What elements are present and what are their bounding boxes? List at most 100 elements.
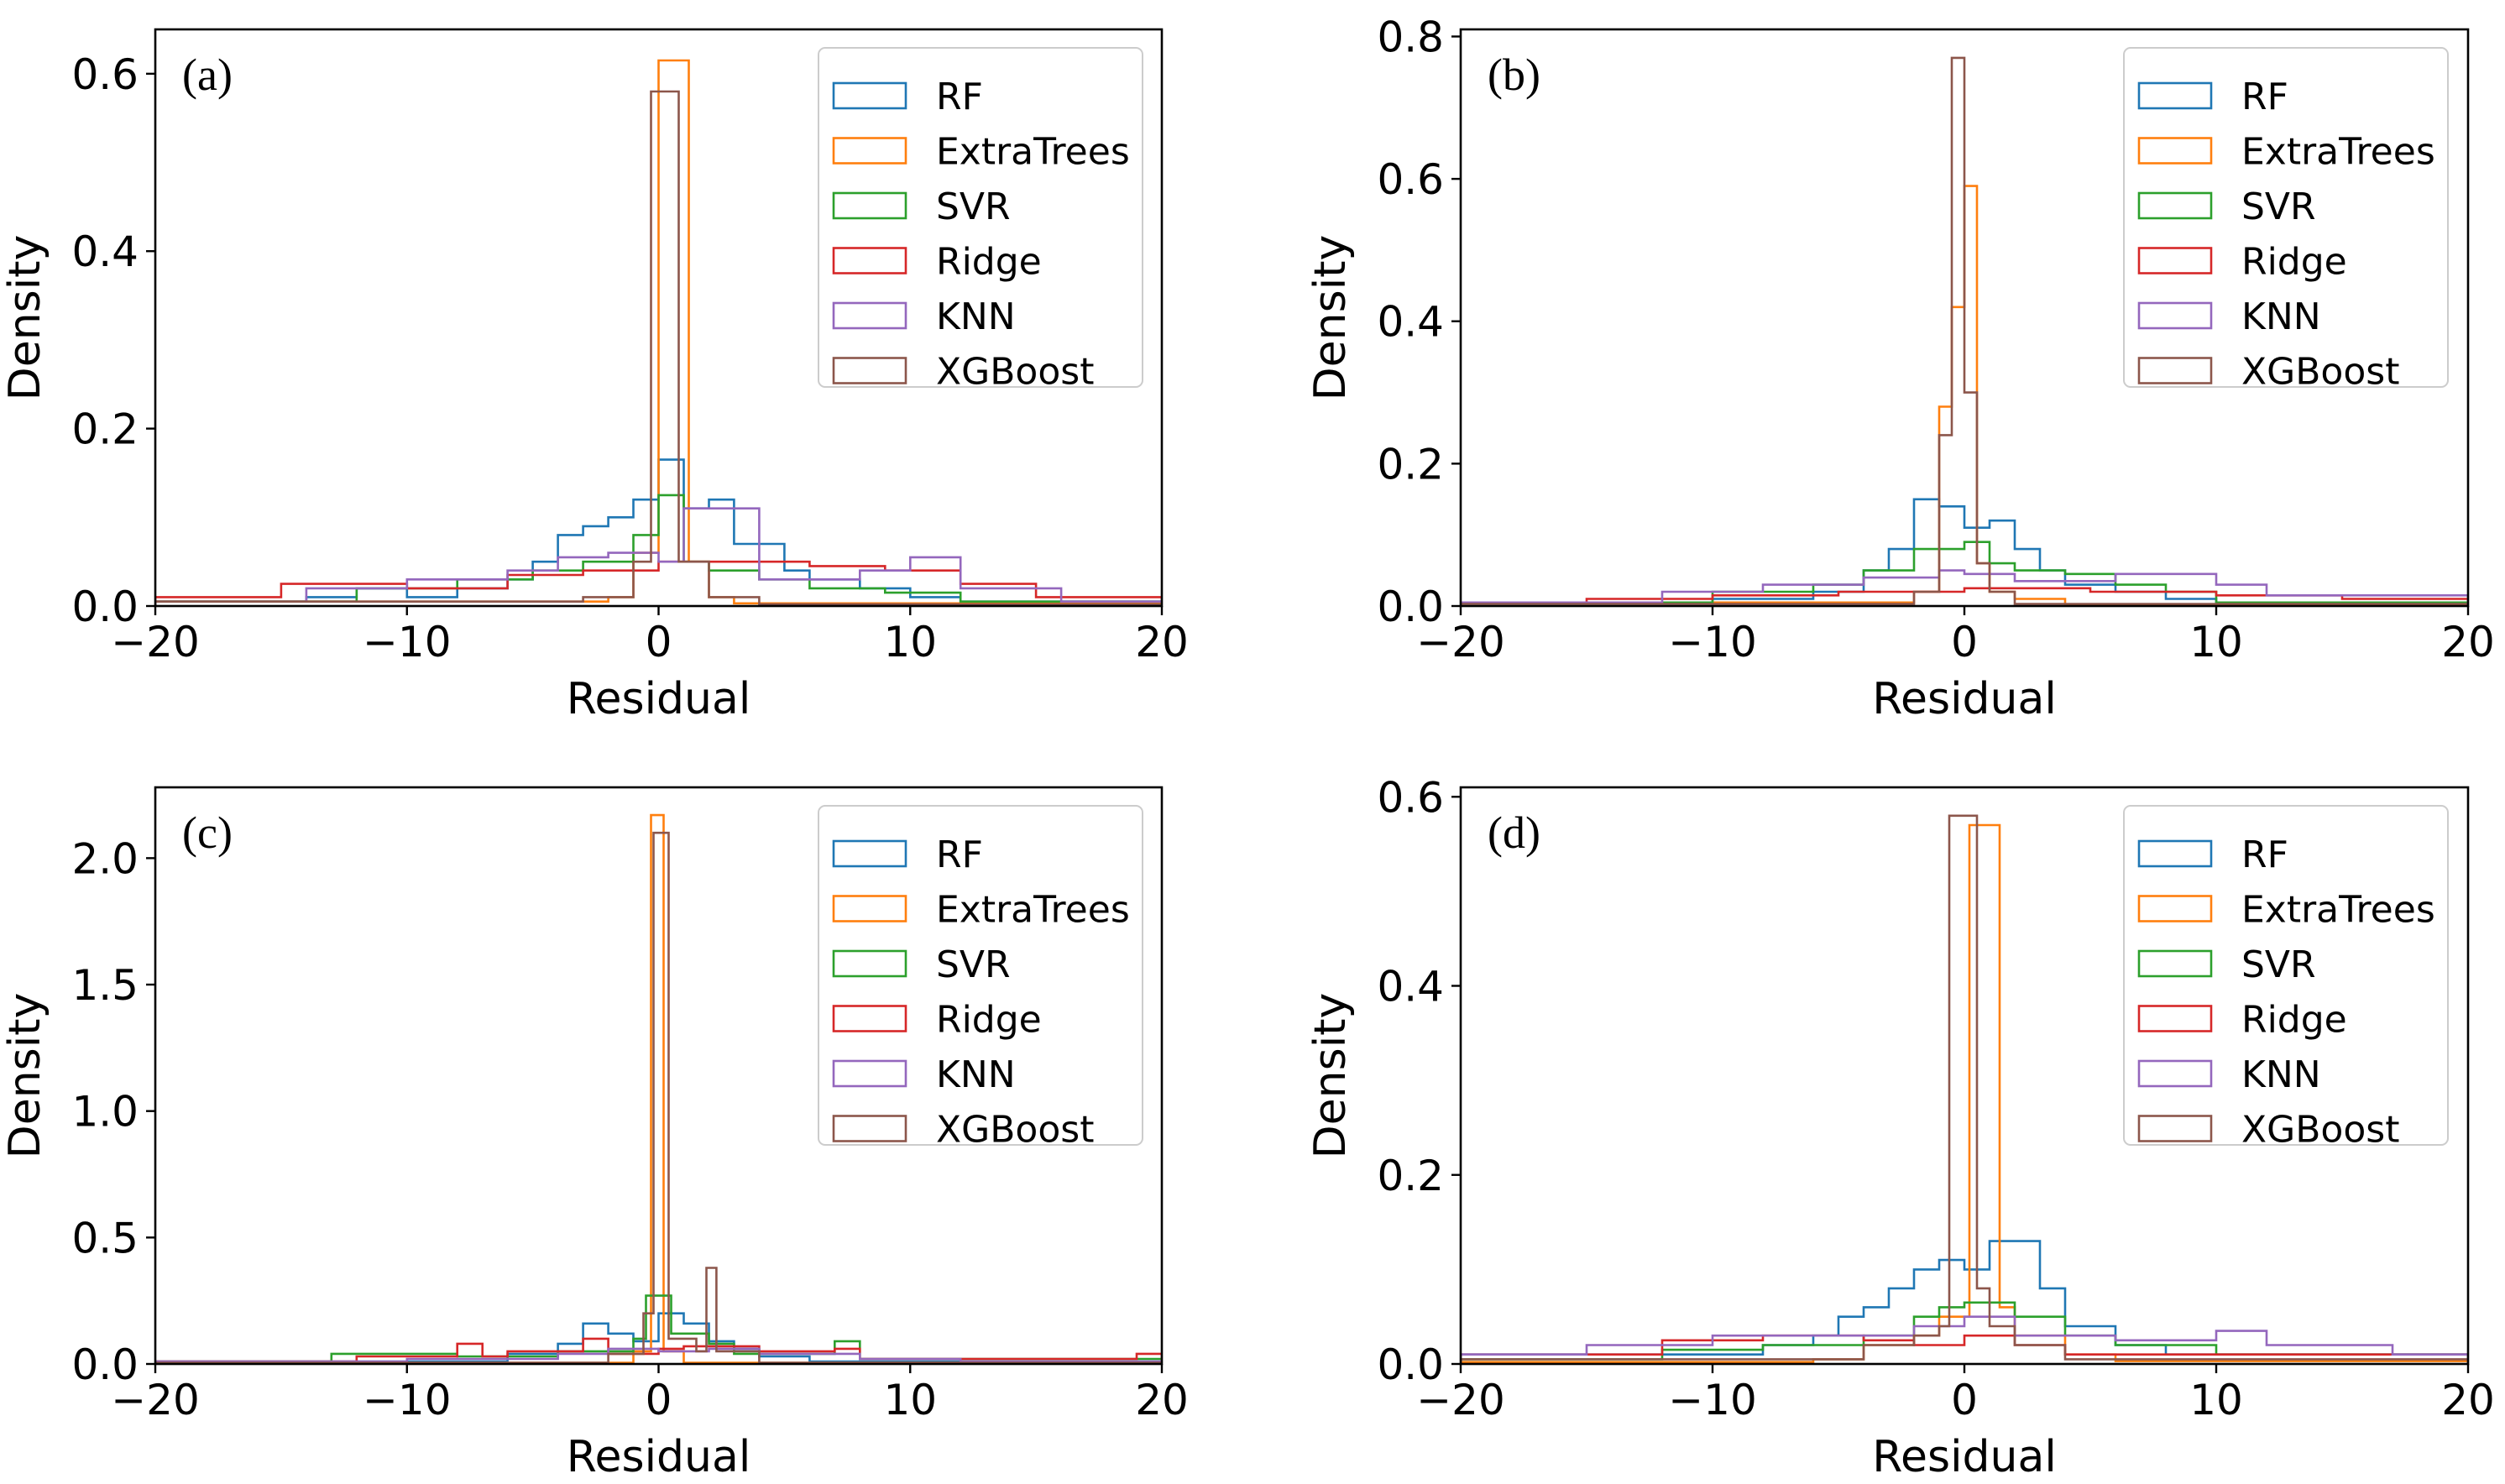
legend-swatch-xgboost xyxy=(2137,357,2213,384)
y-axis-label: Density xyxy=(1305,235,1356,401)
x-tick-label: −20 xyxy=(1416,618,1505,666)
histogram-xgboost xyxy=(1461,56,2468,606)
legend-swatch-ridge xyxy=(832,247,907,274)
x-axis-label: Residual xyxy=(1872,674,2057,724)
legend-swatch-knn xyxy=(832,301,907,330)
histogram-knn xyxy=(1461,569,2468,606)
y-tick-label: 0.0 xyxy=(1377,583,1444,631)
legend-label-ridge: Ridge xyxy=(936,241,1042,284)
x-tick-label: −20 xyxy=(1416,1376,1505,1424)
series-group xyxy=(155,813,1162,1364)
x-tick-label: 0 xyxy=(1951,618,1978,666)
histogram-xgboost xyxy=(1461,814,2468,1364)
x-tick-label: 20 xyxy=(2441,1376,2495,1424)
legend-swatch-knn xyxy=(832,1059,907,1088)
x-axis-label: Residual xyxy=(567,674,751,724)
legend-swatch-knn xyxy=(2137,301,2213,330)
legend-swatch-rf xyxy=(2137,839,2213,868)
legend-swatch-rf xyxy=(832,81,907,110)
x-tick-label: 20 xyxy=(1135,618,1189,666)
histogram-xgboost xyxy=(155,831,1162,1364)
x-tick-label: 10 xyxy=(883,618,937,666)
legend: RF ExtraTrees SVR Ridge KNN XGBoost xyxy=(2123,805,2449,1152)
histogram-xgboost xyxy=(155,90,1162,606)
y-tick-label: 0.5 xyxy=(71,1214,139,1262)
legend: RF ExtraTrees SVR Ridge KNN XGBoost xyxy=(2123,47,2449,394)
histogram-rf xyxy=(155,458,1162,606)
y-tick-label: 1.0 xyxy=(71,1088,139,1137)
x-tick-label: −10 xyxy=(363,1376,452,1424)
x-axis-label: Residual xyxy=(1872,1432,2057,1482)
legend-swatch-extratrees xyxy=(2137,137,2213,165)
legend-label-xgboost: XGBoost xyxy=(936,351,1094,394)
legend-swatch-ridge xyxy=(832,1005,907,1032)
x-tick-label: −20 xyxy=(111,618,200,666)
histogram-knn xyxy=(155,1347,1162,1364)
panel-label: (a) xyxy=(182,50,233,100)
legend-swatch-svr xyxy=(2137,949,2213,978)
legend-label-extratrees: ExtraTrees xyxy=(2241,889,2435,932)
legend-label-knn: KNN xyxy=(2241,295,2321,338)
legend-label-knn: KNN xyxy=(936,1053,1016,1096)
histogram-knn xyxy=(155,507,1162,606)
histogram-svr xyxy=(155,1294,1162,1364)
y-tick-label: 0.2 xyxy=(1377,1152,1444,1200)
legend-label-knn: KNN xyxy=(2241,1053,2321,1096)
x-tick-label: 0 xyxy=(646,618,672,666)
y-tick-label: 0.2 xyxy=(71,405,139,454)
x-tick-label: 0 xyxy=(646,1376,672,1424)
legend-swatch-extratrees xyxy=(832,137,907,165)
x-tick-label: −10 xyxy=(363,618,452,666)
legend-label-svr: SVR xyxy=(936,186,1011,228)
y-tick-label: 0.0 xyxy=(71,1340,139,1389)
y-tick-label: 0.6 xyxy=(1377,155,1444,204)
x-tick-label: 20 xyxy=(1135,1376,1189,1424)
legend-swatch-svr xyxy=(2137,191,2213,220)
histogram-svr xyxy=(1461,1301,2468,1364)
y-tick-label: 0.4 xyxy=(1377,963,1444,1011)
y-tick-label: 0.0 xyxy=(71,583,139,631)
legend-label-ridge: Ridge xyxy=(2241,241,2347,284)
legend-label-extratrees: ExtraTrees xyxy=(2241,131,2435,174)
y-tick-label: 1.5 xyxy=(71,961,139,1010)
legend-swatch-extratrees xyxy=(832,895,907,922)
legend-label-extratrees: ExtraTrees xyxy=(936,889,1130,932)
legend-swatch-xgboost xyxy=(2137,1115,2213,1142)
chart-panel-d: −20 −10 0 10 20 0.0 0.2 0.4 0.6 Residual Density (d… xyxy=(1305,773,2495,1482)
y-tick-label: 0.2 xyxy=(1377,440,1444,489)
chart-panel-b: −20 −10 0 10 20 0.0 0.2 0.4 0.6 0.8 Residual Densit… xyxy=(1305,13,2495,724)
legend-label-rf: RF xyxy=(2241,833,2288,876)
x-tick-label: 10 xyxy=(883,1376,937,1424)
legend-swatch-ridge xyxy=(2137,247,2213,274)
histogram-extratrees xyxy=(155,59,1162,606)
series-group xyxy=(1461,56,2468,606)
x-tick-label: 0 xyxy=(1951,1376,1978,1424)
y-tick-label: 0.6 xyxy=(1377,773,1444,822)
x-axis-label: Residual xyxy=(567,1432,751,1482)
histogram-svr xyxy=(1461,541,2468,606)
legend-swatch-rf xyxy=(2137,81,2213,110)
legend-label-rf: RF xyxy=(2241,76,2288,118)
panel-label: (c) xyxy=(182,807,233,858)
y-tick-label: 0.0 xyxy=(1377,1340,1444,1389)
legend-swatch-svr xyxy=(832,191,907,220)
legend-label-xgboost: XGBoost xyxy=(2241,351,2399,394)
legend-label-rf: RF xyxy=(936,833,983,876)
legend-label-svr: SVR xyxy=(2241,186,2316,228)
histogram-svr xyxy=(155,494,1162,606)
y-axis-label: Density xyxy=(0,235,50,401)
legend-swatch-extratrees xyxy=(2137,895,2213,922)
legend: RF ExtraTrees SVR Ridge KNN XGBoost xyxy=(818,47,1143,394)
panel-label: (d) xyxy=(1488,807,1540,858)
panel-label: (b) xyxy=(1488,50,1540,100)
legend-label-rf: RF xyxy=(936,76,983,118)
legend-swatch-ridge xyxy=(2137,1005,2213,1032)
legend-label-xgboost: XGBoost xyxy=(936,1109,1094,1152)
legend-swatch-knn xyxy=(2137,1059,2213,1088)
y-tick-label: 0.4 xyxy=(71,227,139,276)
legend-label-ridge: Ridge xyxy=(936,999,1042,1042)
legend-label-svr: SVR xyxy=(2241,943,2316,986)
legend-label-knn: KNN xyxy=(936,295,1016,338)
legend-label-svr: SVR xyxy=(936,943,1011,986)
